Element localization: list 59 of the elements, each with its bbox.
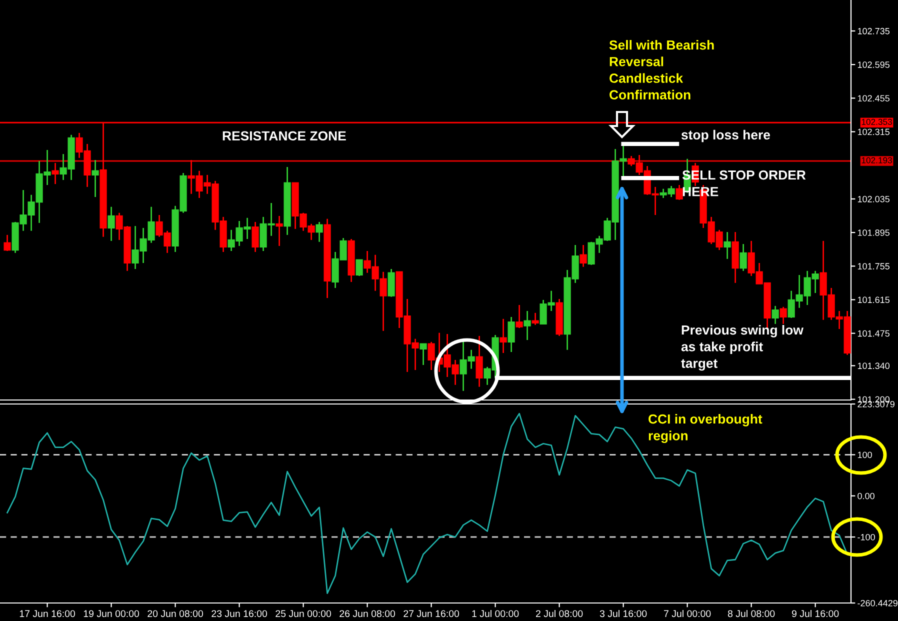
x-tick-label: 25 Jun 00:00 xyxy=(276,610,332,618)
candlestick xyxy=(580,244,587,268)
candlestick xyxy=(740,243,747,272)
x-tick-label: 19 Jun 00:00 xyxy=(84,610,140,618)
candlestick xyxy=(252,221,259,253)
candlestick xyxy=(476,335,483,388)
x-tick-label: 27 Jun 16:00 xyxy=(404,610,460,618)
y-tick-label: 101.895 xyxy=(858,229,890,236)
x-tick-label: 3 Jul 16:00 xyxy=(600,610,647,618)
candlestick xyxy=(508,316,515,353)
x-tick-label: 1 Jul 00:00 xyxy=(472,610,519,618)
y-tick-label: 0.00 xyxy=(858,492,874,500)
candlestick xyxy=(524,310,531,341)
x-tick-label: 17 Jun 16:00 xyxy=(20,610,76,618)
line-series xyxy=(6,412,848,594)
y-tick-label: 101.200 xyxy=(858,396,890,403)
candlestick xyxy=(108,206,115,242)
y-tick-label: 100 xyxy=(858,452,872,458)
ref-line-label: 102.193 xyxy=(862,157,892,164)
candlestick xyxy=(780,306,787,325)
y-tick-label: -100 xyxy=(858,534,875,540)
candlestick xyxy=(532,312,539,326)
candlestick xyxy=(92,159,99,198)
candlestick xyxy=(276,215,283,247)
annotation: Previous swing low as take profit target xyxy=(681,325,804,371)
y-tick-label: -260.4429 xyxy=(858,600,898,606)
x-tick-label: 7 Jul 00:00 xyxy=(664,610,711,618)
y-tick-label: 102.455 xyxy=(858,95,890,102)
annotation: Sell with Bearish Reversal Candlestick Confirmation xyxy=(609,40,714,100)
x-tick-label: 23 Jun 16:00 xyxy=(212,610,268,618)
y-tick-label: 102.315 xyxy=(858,128,890,136)
x-tick-label: 20 Jun 08:00 xyxy=(148,610,204,618)
annotation: RESISTANCE ZONE xyxy=(222,131,346,141)
x-tick-label: 26 Jun 08:00 xyxy=(340,610,396,618)
candlestick xyxy=(420,343,427,366)
y-tick-label: 223.3079 xyxy=(858,400,894,408)
x-tick-label: 8 Jul 08:00 xyxy=(728,610,775,618)
candlestick xyxy=(772,305,779,325)
y-tick-label: 101.340 xyxy=(858,362,890,370)
candlestick xyxy=(724,231,731,260)
annotation: stop loss here xyxy=(681,130,770,142)
y-tick-label: 102.595 xyxy=(858,62,890,68)
candlestick xyxy=(676,184,683,201)
y-tick-label: 101.615 xyxy=(858,296,890,304)
candlestick xyxy=(516,304,523,329)
ref-line-label: 102.353 xyxy=(862,118,892,125)
annotation: CCI in overbought region xyxy=(648,414,762,444)
y-tick-label: 101.475 xyxy=(858,330,890,337)
candlestick xyxy=(356,259,363,277)
candlestick xyxy=(388,268,395,298)
y-tick-label: 102.735 xyxy=(858,28,890,34)
y-tick-label: 101.755 xyxy=(858,263,890,270)
candlestick xyxy=(52,162,59,185)
x-tick-label: 9 Jul 16:00 xyxy=(792,610,839,618)
x-tick-label: 2 Jul 08:00 xyxy=(536,610,583,618)
candlestick xyxy=(4,234,11,252)
y-tick-label: 102.035 xyxy=(858,196,890,202)
candlestick xyxy=(316,221,323,243)
candlestick xyxy=(500,318,507,354)
